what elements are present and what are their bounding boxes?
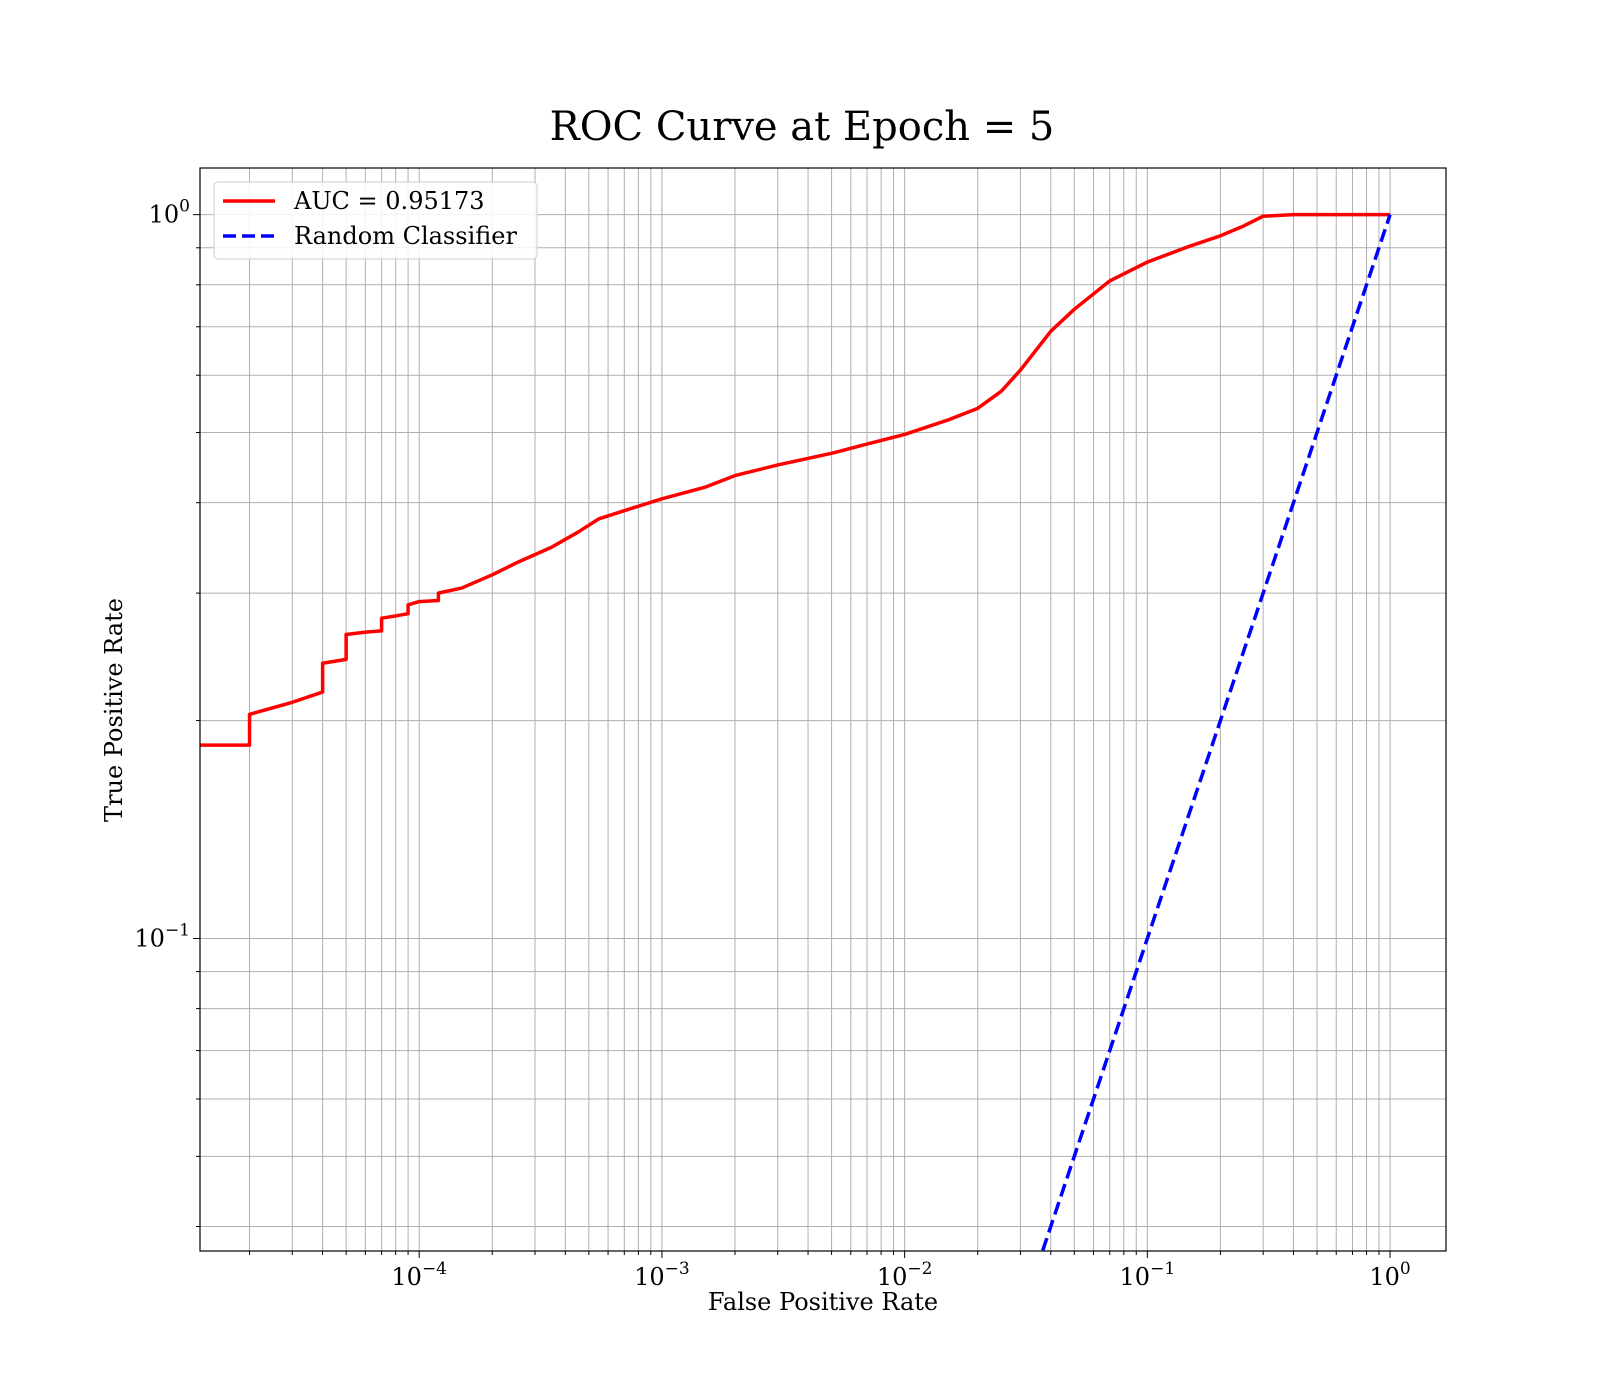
x-tick-labels: 10−4 10−3 10−2 10−1 100 <box>391 1259 1410 1291</box>
legend-box <box>213 181 538 260</box>
legend-label-auc: AUC = 0.95173 <box>293 187 485 215</box>
y-tick-label: 100 <box>149 197 190 229</box>
y-tick-label: 10−1 <box>134 920 190 952</box>
x-tick-label: 100 <box>1369 1259 1410 1291</box>
legend-label-random-classifier: Random Classifier <box>294 222 517 250</box>
x-tick-label: 10−1 <box>1120 1259 1176 1291</box>
x-tick-label: 10−2 <box>877 1259 933 1291</box>
roc-curve-line <box>200 212 1391 747</box>
tick-marks <box>193 214 1391 1258</box>
grid <box>200 168 1446 1251</box>
y-tick-labels: 10−1 100 <box>134 197 190 953</box>
x-axis-label: False Positive Rate <box>708 1288 938 1316</box>
random-classifier-line <box>1040 214 1392 1251</box>
x-tick-label: 10−3 <box>634 1259 690 1291</box>
legend: AUC = 0.95173 Random Classifier <box>213 181 538 260</box>
chart-title: ROC Curve at Epoch = 5 <box>550 104 1055 150</box>
plot-series <box>200 212 1392 1251</box>
plot-frame <box>199 167 1447 1252</box>
y-axis-label: True Positive Rate <box>100 598 128 822</box>
x-tick-label: 10−4 <box>391 1259 447 1291</box>
